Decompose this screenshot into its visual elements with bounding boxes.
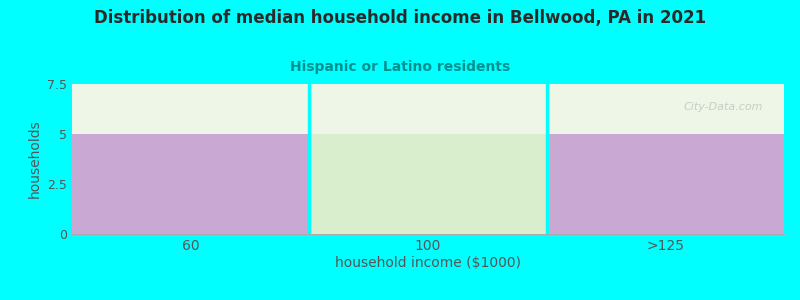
Bar [310,134,546,234]
Bar [546,134,784,234]
Y-axis label: households: households [27,120,42,198]
Text: Hispanic or Latino residents: Hispanic or Latino residents [290,60,510,74]
Text: City-Data.com: City-Data.com [683,102,762,112]
Bar [72,134,310,234]
Text: Distribution of median household income in Bellwood, PA in 2021: Distribution of median household income … [94,9,706,27]
X-axis label: household income ($1000): household income ($1000) [335,256,521,270]
